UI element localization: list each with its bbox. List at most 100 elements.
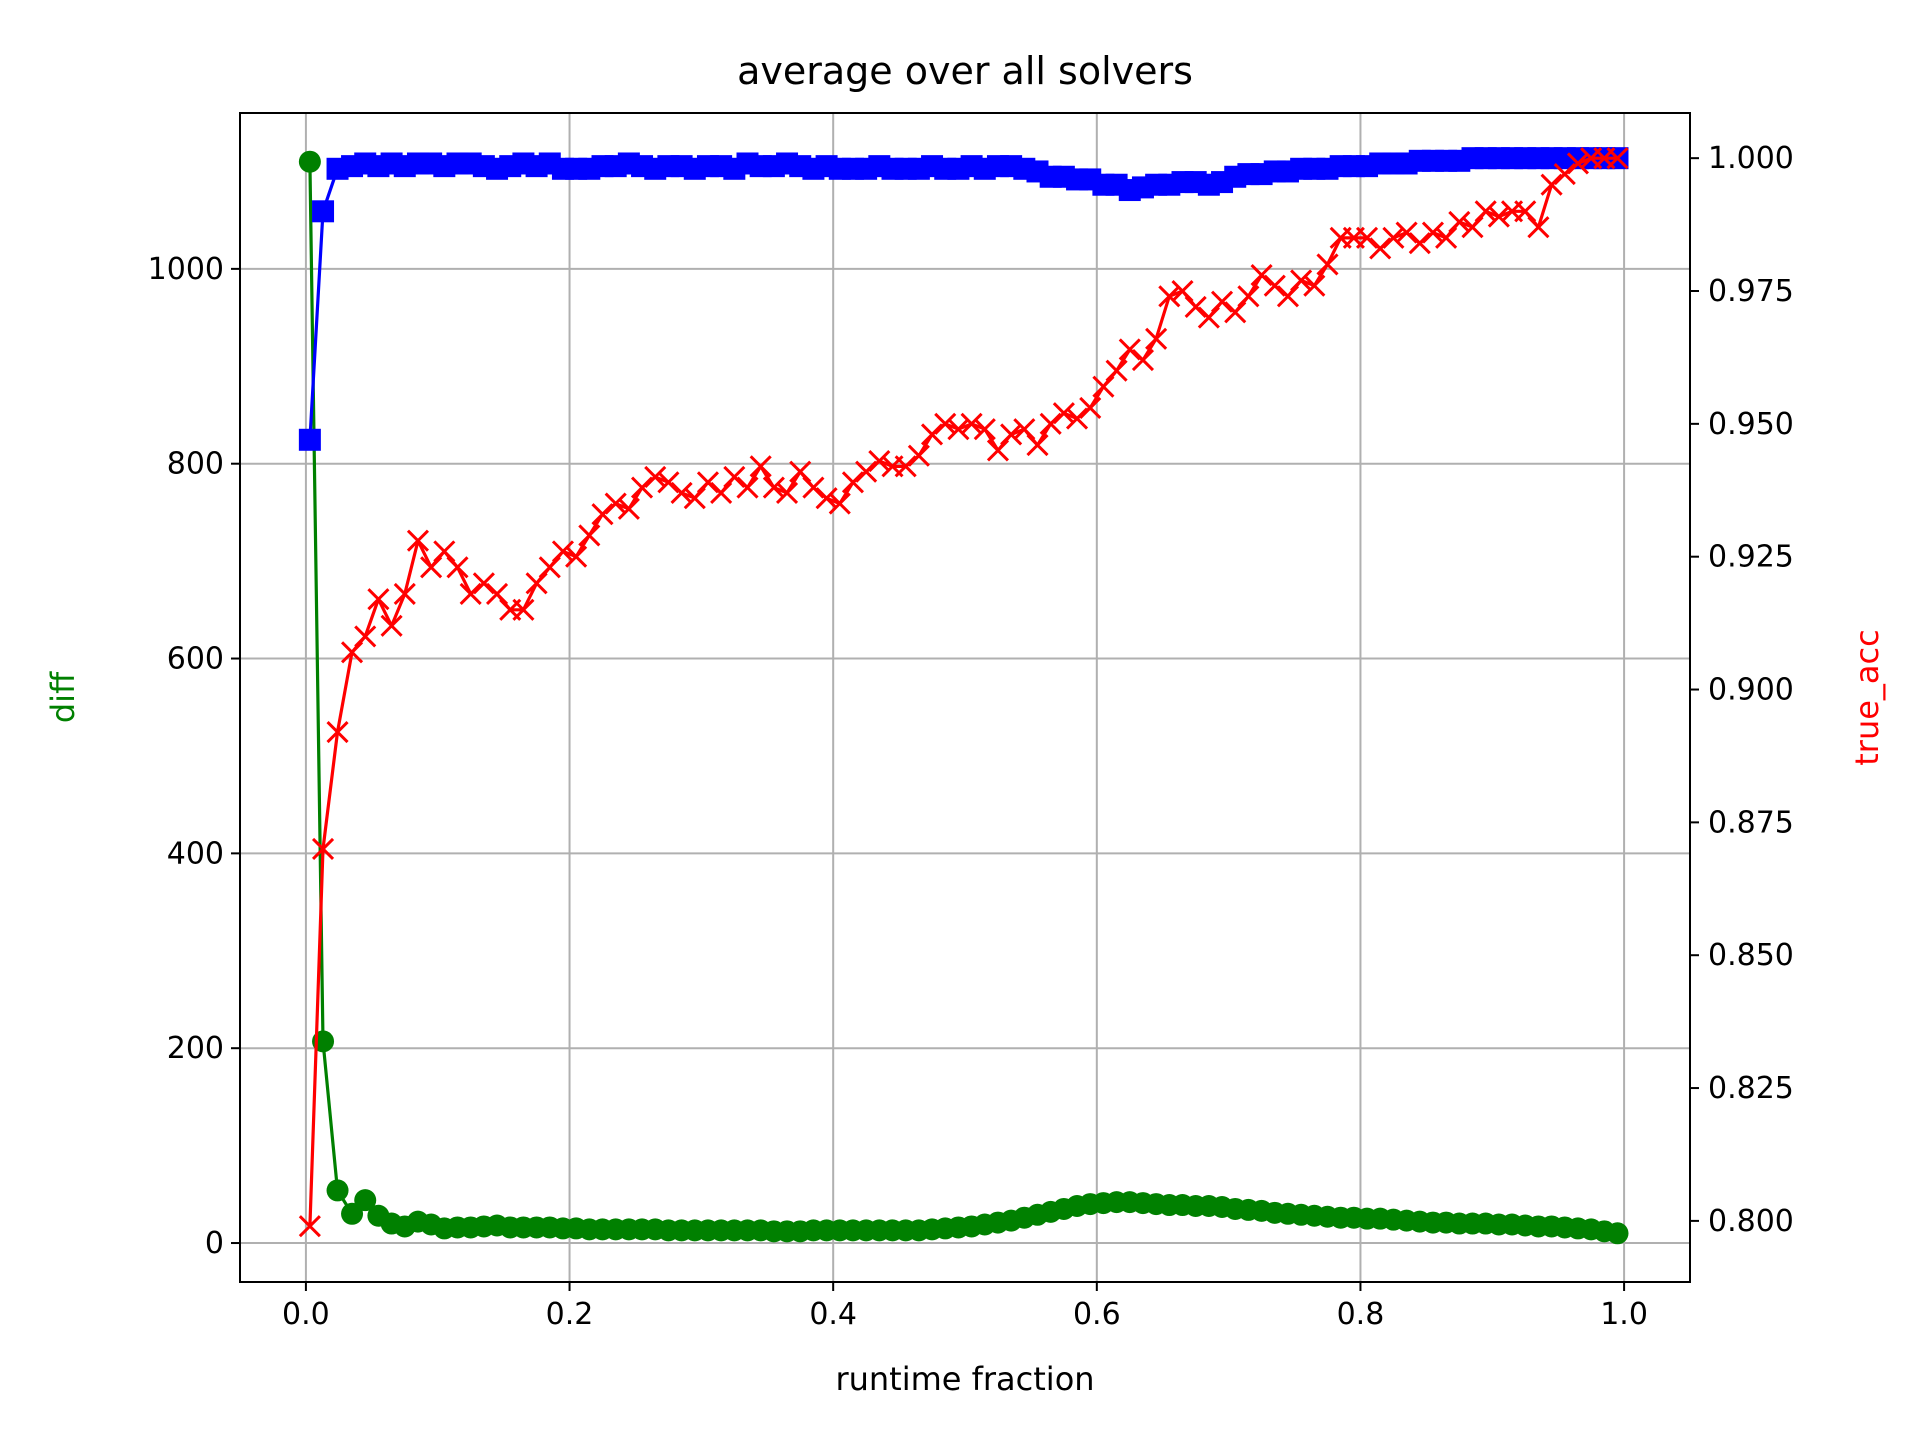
data-point-true_acc xyxy=(578,524,601,547)
y-left-tick-label: 400 xyxy=(167,836,224,871)
data-point-true_acc xyxy=(855,460,878,483)
data-point-true_acc xyxy=(736,476,759,499)
data-point-true_acc xyxy=(617,497,640,520)
data-point-true_acc xyxy=(1276,285,1300,308)
data-point-true_acc xyxy=(1105,359,1128,382)
series-blue_series xyxy=(298,147,1629,451)
data-point-true_acc xyxy=(420,556,443,579)
y-right-tick-label: 0.875 xyxy=(1708,805,1794,840)
y-left-tick-label: 200 xyxy=(167,1031,224,1066)
data-point-true_acc xyxy=(683,487,706,510)
data-point-true_acc xyxy=(1606,147,1629,170)
data-point-true_acc xyxy=(841,471,865,494)
data-point-true_acc xyxy=(1316,253,1339,276)
data-point-true_acc xyxy=(459,582,482,605)
data-point-true_acc xyxy=(1000,423,1023,446)
data-point-true_acc xyxy=(591,503,614,526)
data-point-true_acc xyxy=(828,492,851,515)
data-point-true_acc xyxy=(393,582,416,605)
data-point-true_acc xyxy=(710,481,733,504)
grid xyxy=(240,113,1690,1282)
x-tick-label: 0.4 xyxy=(809,1297,857,1332)
data-point-true_acc xyxy=(565,545,588,568)
data-point-true_acc xyxy=(380,614,403,637)
data-point-true_acc xyxy=(1039,412,1062,435)
y-right-tick-label: 0.900 xyxy=(1708,673,1794,708)
data-point-true_acc xyxy=(1448,210,1471,233)
data-point-true_acc xyxy=(485,582,509,605)
data-point-true_acc xyxy=(894,455,917,478)
data-point-true_acc xyxy=(907,444,930,467)
y-right-tick-label: 0.975 xyxy=(1708,274,1794,309)
data-point-true_acc xyxy=(1553,163,1576,186)
y-right-tick-label: 0.800 xyxy=(1708,1204,1794,1239)
data-point-true_acc xyxy=(446,556,469,579)
y-right-tick-label: 0.850 xyxy=(1708,938,1794,973)
data-point-true_acc xyxy=(1092,375,1115,398)
data-point-true_acc xyxy=(657,471,680,494)
data-point-true_acc xyxy=(1184,295,1207,319)
data-point-true_acc xyxy=(512,598,535,621)
data-point-true_acc xyxy=(868,449,891,473)
plot-frame xyxy=(239,112,1691,1283)
data-point-true_acc xyxy=(1210,290,1234,313)
data-point-true_acc xyxy=(749,455,772,478)
data-point-true_acc xyxy=(920,423,944,446)
y-axis-left-label: diff xyxy=(44,671,82,723)
data-point-true_acc xyxy=(538,556,561,579)
data-point-true_acc xyxy=(367,588,390,611)
data-point-true_acc xyxy=(802,476,825,499)
data-point-true_acc xyxy=(973,418,996,441)
data-point-true_acc xyxy=(472,572,495,595)
series-line-true_acc xyxy=(308,156,1618,1227)
y-axis-right-label: true_acc xyxy=(1848,629,1886,765)
data-point-true_acc xyxy=(525,572,548,595)
data-point-true_acc xyxy=(1026,434,1049,457)
data-point-true_acc xyxy=(1237,285,1260,308)
series-diff xyxy=(298,150,1629,1245)
data-point-true_acc xyxy=(354,625,377,648)
x-tick-label: 0.8 xyxy=(1337,1297,1385,1332)
data-point-true_acc xyxy=(433,540,456,563)
data-point-true_acc xyxy=(723,465,746,489)
y-right-tick-label: 0.825 xyxy=(1708,1071,1794,1106)
data-point-true_acc xyxy=(1079,396,1102,419)
x-tick-label: 0.0 xyxy=(282,1297,330,1332)
data-point-true_acc xyxy=(1487,205,1510,228)
data-point-diff xyxy=(326,1179,349,1202)
data-point-true_acc xyxy=(1197,306,1220,329)
data-point-true_acc xyxy=(1290,269,1313,292)
data-point-true_acc xyxy=(670,481,693,504)
data-point-true_acc xyxy=(298,1215,321,1238)
data-point-true_acc xyxy=(1145,327,1168,350)
data-point-true_acc xyxy=(762,476,785,499)
data-point-true_acc xyxy=(1474,200,1497,223)
data-point-true_acc xyxy=(340,641,364,664)
y-right-tick-label: 0.925 xyxy=(1708,540,1794,575)
data-point-true_acc xyxy=(1052,402,1075,425)
data-point-true_acc xyxy=(644,465,667,489)
data-point-true_acc xyxy=(551,540,575,563)
data-point-true_acc xyxy=(326,720,349,744)
data-point-true_acc xyxy=(789,460,812,483)
data-point-true_acc xyxy=(1303,274,1326,297)
data-point-true_acc xyxy=(1395,221,1418,244)
data-point-true_acc xyxy=(960,412,983,435)
chart-title: average over all solvers xyxy=(737,49,1193,93)
y-right-tick-label: 0.950 xyxy=(1708,407,1794,442)
data-point-true_acc xyxy=(1065,407,1089,430)
x-axis-label: runtime fraction xyxy=(835,1360,1094,1398)
y-left-tick-label: 600 xyxy=(167,642,224,677)
data-point-true_acc xyxy=(1263,274,1286,297)
y-right-tick-label: 1.000 xyxy=(1708,141,1794,176)
data-point-true_acc xyxy=(1369,237,1392,260)
data-point-true_acc xyxy=(696,471,720,494)
data-point-true_acc xyxy=(815,487,838,510)
data-point-true_acc xyxy=(604,492,627,515)
data-point-true_acc xyxy=(1514,200,1537,223)
data-point-diff xyxy=(354,1189,377,1212)
ticks: 0.0 0.2 0.4 0.6 0.8 1.0 0 200 400 600 800 1000 0.800… xyxy=(148,141,1794,1332)
data-point-true_acc xyxy=(1355,226,1379,249)
data-point-true_acc xyxy=(1118,338,1141,361)
data-point-true_acc xyxy=(1435,226,1458,249)
